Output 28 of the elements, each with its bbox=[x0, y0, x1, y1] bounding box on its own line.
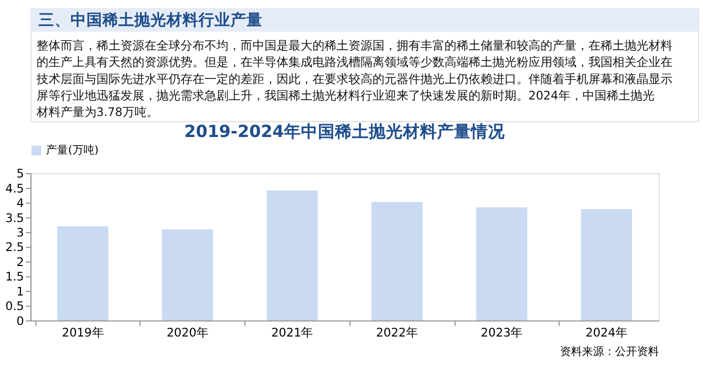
y-tick-label: 0.5 bbox=[5, 299, 24, 314]
x-tick-label: 2023年 bbox=[480, 326, 523, 340]
bar bbox=[162, 229, 214, 320]
bar bbox=[57, 226, 108, 320]
text: 资料来源：公开资料 bbox=[560, 344, 659, 358]
x-tick-label: 2020年 bbox=[166, 326, 209, 340]
text: 整体而言，稀土资源在全球分布不均，而中国是最大的稀土资源国，拥有丰富的稀土储量和较高的产量，在稀土抛光材料的生产上具有天然的资源优势。但是，在半导体集成电路浅槽隔离领域等少数高端稀土抛光粉应用领域，我国相关企业在技术层面与国际先进水平仍存在一定的差距，因此，在要求较高的元器件抛光上仍依赖进口。伴随着手机屏幕和液晶显示屏等行业地迅猛发展，抛光需求急剧上升，我国稀土抛光材料行业迎来了快速发展的新时期。2024年，中国稀土抛光材料产量为3.78万吨。 bbox=[35, 38, 672, 120]
y-tick-label: 3 bbox=[16, 226, 24, 240]
y-tick-label: 2 bbox=[16, 254, 24, 269]
chart-title: 2019-2024年中国稀土抛光材料产量情况 bbox=[184, 122, 506, 141]
x-tick-label: 2022年 bbox=[376, 326, 418, 340]
bar bbox=[580, 209, 632, 320]
bar bbox=[476, 207, 528, 320]
bar bbox=[371, 202, 423, 320]
y-tick-label: 1.5 bbox=[5, 270, 24, 284]
y-tick-label: 1 bbox=[16, 284, 24, 298]
x-tick-label: 2024年 bbox=[585, 326, 628, 340]
y-tick-label: 2.5 bbox=[5, 240, 24, 254]
x-tick-label: 2019年 bbox=[62, 326, 104, 340]
y-tick-label: 4 bbox=[16, 196, 24, 210]
text: 三、中国稀土抛光材料行业产量 bbox=[38, 10, 262, 29]
y-tick-label: 5 bbox=[16, 166, 24, 181]
x-tick-label: 2021年 bbox=[271, 326, 314, 340]
bar bbox=[266, 190, 318, 320]
y-tick-label: 4.5 bbox=[5, 181, 24, 196]
y-tick-label: 3.5 bbox=[5, 210, 24, 225]
y-tick-label: 0 bbox=[16, 314, 24, 328]
legend-label: 产量(万吨) bbox=[46, 144, 99, 157]
